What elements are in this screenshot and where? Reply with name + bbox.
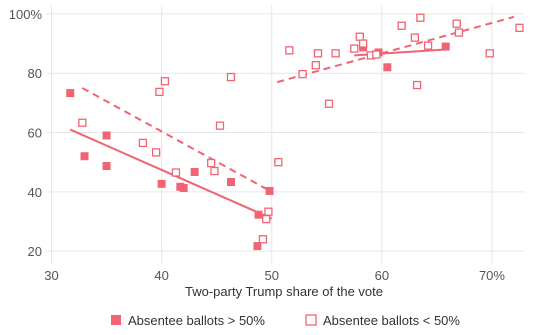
data-point-hollow: [259, 236, 266, 243]
grid-lines: [46, 5, 525, 263]
data-point-hollow: [351, 45, 358, 52]
x-tick-label: 60: [375, 268, 389, 283]
data-point-filled: [180, 184, 188, 192]
trend-line-series-2: [277, 17, 514, 82]
data-point-hollow: [486, 50, 493, 57]
data-point-hollow: [325, 100, 332, 107]
data-point-hollow: [153, 149, 160, 156]
y-tick-label: 20: [28, 244, 42, 259]
y-tick-label: 60: [28, 126, 42, 141]
data-point-hollow: [227, 74, 234, 81]
legend-hollow-square-marker: [306, 315, 316, 325]
data-point-hollow: [161, 78, 168, 85]
data-point-filled: [66, 89, 74, 97]
data-point-hollow: [360, 40, 367, 47]
x-tick-label: 30: [44, 268, 58, 283]
x-tick-label: 70%: [479, 268, 505, 283]
data-point-hollow: [156, 88, 163, 95]
data-point-filled: [103, 162, 111, 170]
data-point-hollow: [265, 208, 272, 215]
data-point-hollow: [139, 139, 146, 146]
legend-item-series-1: Absentee ballots > 50%: [111, 313, 265, 328]
data-point-filled: [227, 178, 235, 186]
data-point-hollow: [216, 122, 223, 129]
data-point-hollow: [263, 216, 270, 223]
data-point-hollow: [411, 34, 418, 41]
legend-label-series-1: Absentee ballots > 50%: [128, 313, 265, 328]
y-tick-label: 80: [28, 66, 42, 81]
legend-filled-square-marker: [111, 315, 121, 325]
data-point-hollow: [312, 62, 319, 69]
trend-line-series-1: [70, 130, 272, 219]
data-point-hollow: [455, 29, 462, 36]
data-point-filled: [103, 131, 111, 139]
data-point-hollow: [516, 24, 523, 31]
data-point-hollow: [172, 169, 179, 176]
data-point-hollow: [417, 14, 424, 21]
data-point-filled: [81, 152, 89, 160]
y-tick-label: 100%: [9, 7, 43, 22]
data-point-filled: [158, 180, 166, 188]
data-point-hollow: [208, 160, 215, 167]
x-axis-label: Two-party Trump share of the vote: [185, 284, 383, 299]
legend-label-series-2: Absentee ballots < 50%: [323, 313, 460, 328]
data-point-hollow: [414, 82, 421, 89]
x-tick-label: 40: [154, 268, 168, 283]
data-point-hollow: [275, 159, 282, 166]
data-point-hollow: [398, 22, 405, 29]
data-point-filled: [191, 168, 199, 176]
data-point-hollow: [356, 33, 363, 40]
legend-item-series-2: Absentee ballots < 50%: [306, 313, 460, 328]
y-tick-label: 40: [28, 185, 42, 200]
legend: Absentee ballots > 50% Absentee ballots …: [111, 313, 460, 328]
data-point-filled: [255, 211, 263, 219]
data-point-hollow: [211, 168, 218, 175]
y-axis-ticks: 20 40 60 80 100%: [9, 7, 43, 259]
data-point-hollow: [79, 119, 86, 126]
data-point-hollow: [373, 51, 380, 58]
data-point-hollow: [299, 71, 306, 78]
data-point-hollow: [314, 50, 321, 57]
data-point-hollow: [286, 47, 293, 54]
x-tick-label: 50: [265, 268, 279, 283]
data-point-hollow: [425, 42, 432, 49]
data-point-hollow: [453, 20, 460, 27]
data-point-filled: [442, 43, 450, 51]
x-axis-ticks: 30 40 50 60 70%: [44, 268, 505, 283]
data-point-filled: [266, 187, 274, 195]
data-point-hollow: [332, 50, 339, 57]
data-point-filled: [383, 63, 391, 71]
